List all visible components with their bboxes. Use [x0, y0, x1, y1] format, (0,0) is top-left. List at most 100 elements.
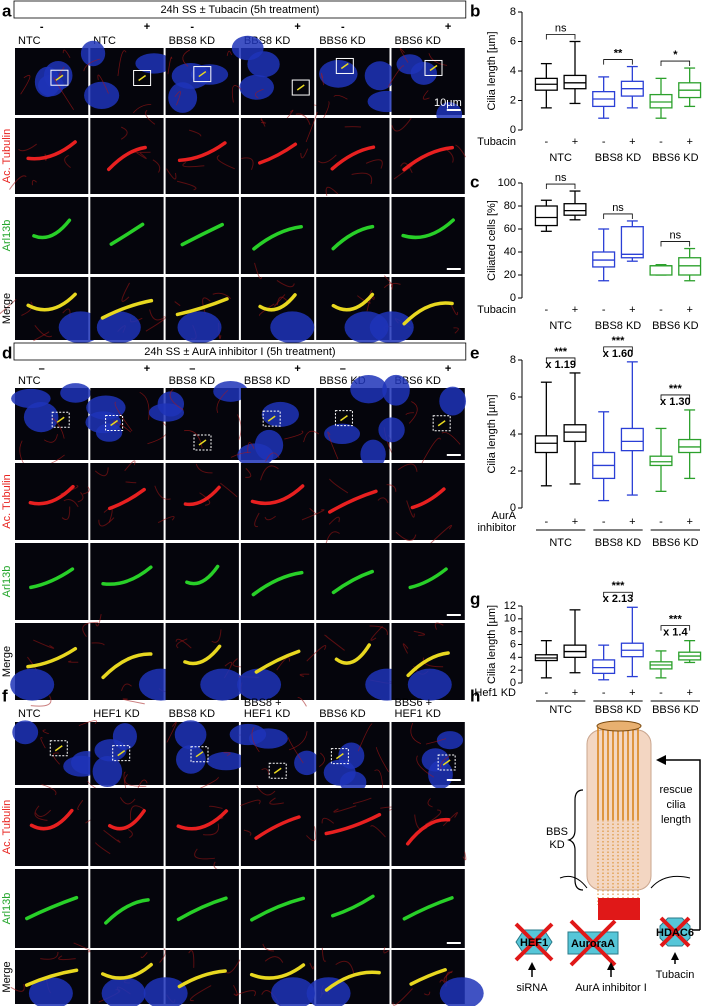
filament	[202, 297, 211, 315]
filament	[397, 463, 418, 472]
sign: -	[190, 21, 194, 33]
micrograph	[0, 277, 103, 344]
group-label: BBS8 KD	[595, 152, 642, 164]
nucleus	[428, 760, 453, 789]
filament	[83, 58, 101, 72]
filament	[149, 309, 164, 321]
filament	[393, 165, 413, 180]
filament	[58, 955, 76, 961]
micrograph	[316, 722, 390, 796]
filament	[188, 129, 202, 137]
inhibitor-label: Tubacin	[656, 969, 695, 981]
filament	[182, 162, 205, 168]
filament	[453, 327, 459, 334]
cilium	[177, 141, 227, 163]
filament	[136, 152, 147, 160]
filament	[451, 305, 459, 316]
filament	[325, 186, 339, 196]
filament	[383, 283, 394, 290]
filament	[365, 159, 383, 169]
micrograph	[165, 869, 239, 948]
micrograph	[90, 543, 164, 620]
sign: +	[572, 304, 578, 316]
micrograph	[165, 48, 239, 115]
filament	[260, 118, 266, 127]
micrograph	[15, 543, 89, 620]
roi	[424, 59, 443, 76]
micrograph	[10, 621, 99, 707]
cilium	[410, 487, 446, 510]
nucleus	[10, 668, 55, 701]
filament	[216, 154, 235, 170]
y-tick-label: 4	[510, 651, 516, 663]
significance: ***	[669, 383, 683, 395]
rescue-label: rescue	[659, 784, 692, 796]
cilium	[117, 750, 126, 757]
treatment-label: Hef1 KD	[474, 687, 516, 699]
cilium	[330, 145, 376, 171]
micrograph	[235, 943, 316, 1006]
arrow-head	[607, 962, 615, 970]
treatment-label: Tubacin	[477, 136, 516, 148]
filament	[402, 643, 409, 654]
filament	[328, 516, 340, 525]
image-bg	[391, 788, 465, 866]
cilium	[335, 753, 344, 760]
cilium	[331, 569, 374, 595]
nucleus	[239, 74, 274, 100]
rescue-label: length	[661, 814, 691, 826]
filament	[199, 492, 211, 506]
micrograph	[391, 543, 465, 620]
filament	[325, 531, 340, 545]
filament	[321, 817, 335, 824]
filament	[94, 467, 109, 477]
box	[649, 265, 673, 276]
nucleus	[60, 383, 91, 403]
nucleus	[364, 61, 395, 91]
cilium	[324, 970, 381, 992]
micrograph	[240, 262, 315, 344]
nucleus	[96, 311, 141, 344]
y-tick-label: 8	[510, 626, 516, 638]
filament	[318, 752, 325, 767]
cilium	[110, 419, 119, 427]
y-tick-label: 6	[510, 35, 516, 47]
filament	[357, 723, 373, 752]
column-label: HEF1 KD	[93, 708, 140, 720]
cilium	[252, 225, 303, 251]
filament	[62, 49, 71, 59]
micrograph	[90, 869, 164, 948]
nucleus	[324, 423, 361, 445]
micrograph	[240, 543, 315, 620]
micrograph	[165, 197, 239, 274]
filament	[121, 683, 132, 691]
significance: **	[614, 47, 623, 59]
cilium	[249, 963, 306, 980]
protein-label: HDAC6	[656, 927, 694, 939]
group-label: NTC	[549, 152, 572, 164]
filament	[375, 747, 389, 773]
sign: +	[572, 516, 578, 528]
scale-bar-label: 10µm	[434, 97, 462, 109]
filament	[434, 622, 444, 630]
column-label: BBS8 KD	[169, 375, 216, 387]
y-tick-label: 100	[498, 177, 516, 189]
nucleus	[206, 751, 246, 771]
cilium	[340, 62, 349, 70]
filament	[124, 774, 147, 787]
nucleus	[28, 977, 73, 1006]
arrow-head	[671, 952, 679, 960]
cilium	[405, 818, 451, 846]
y-tick-label: 0	[510, 502, 516, 514]
cilium	[138, 74, 147, 82]
filament	[114, 401, 133, 432]
box	[563, 74, 587, 90]
cilium	[104, 898, 150, 925]
cilium	[24, 968, 79, 987]
cross	[514, 922, 554, 962]
roi	[105, 415, 124, 432]
micrograph	[240, 197, 315, 274]
filament	[370, 825, 386, 838]
box	[592, 659, 616, 675]
